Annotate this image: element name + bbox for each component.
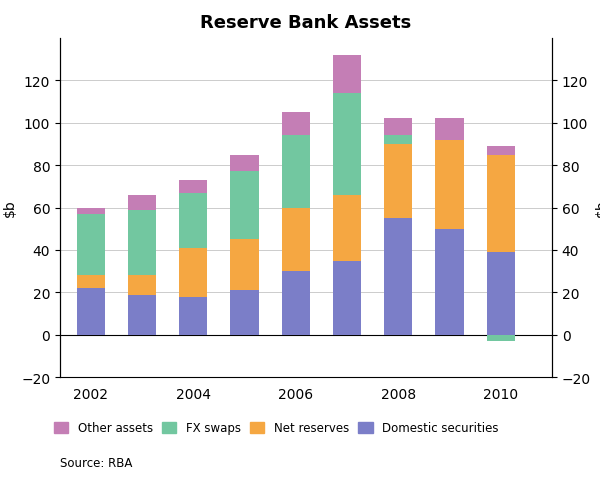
Bar	[436, 119, 464, 140]
Bar	[230, 155, 259, 172]
Y-axis label: $b: $b	[595, 199, 600, 217]
Bar	[179, 181, 208, 193]
Bar	[128, 276, 156, 295]
Bar	[384, 145, 412, 219]
Bar	[487, 335, 515, 342]
Bar	[128, 210, 156, 276]
Bar	[487, 155, 515, 253]
Legend: Other assets, FX swaps, Net reserves, Domestic securities: Other assets, FX swaps, Net reserves, Do…	[54, 422, 499, 435]
Bar	[487, 147, 515, 155]
Bar	[436, 140, 464, 229]
Bar	[281, 272, 310, 335]
Bar	[281, 208, 310, 272]
Bar	[128, 196, 156, 210]
Bar	[230, 172, 259, 240]
Bar	[128, 295, 156, 335]
Bar	[333, 56, 361, 94]
Bar	[179, 248, 208, 297]
Bar	[384, 136, 412, 145]
Title: Reserve Bank Assets: Reserve Bank Assets	[200, 14, 412, 31]
Text: Source: RBA: Source: RBA	[60, 456, 133, 469]
Bar	[179, 193, 208, 248]
Bar	[384, 119, 412, 136]
Bar	[230, 240, 259, 291]
Bar	[487, 253, 515, 335]
Bar	[384, 219, 412, 335]
Bar	[77, 276, 105, 288]
Bar	[77, 208, 105, 214]
Bar	[77, 214, 105, 276]
Bar	[77, 288, 105, 335]
Bar	[333, 261, 361, 335]
Bar	[179, 297, 208, 335]
Bar	[281, 136, 310, 208]
Bar	[333, 196, 361, 261]
Bar	[230, 291, 259, 335]
Y-axis label: $b: $b	[3, 199, 17, 217]
Bar	[281, 113, 310, 136]
Bar	[436, 229, 464, 335]
Bar	[333, 94, 361, 196]
